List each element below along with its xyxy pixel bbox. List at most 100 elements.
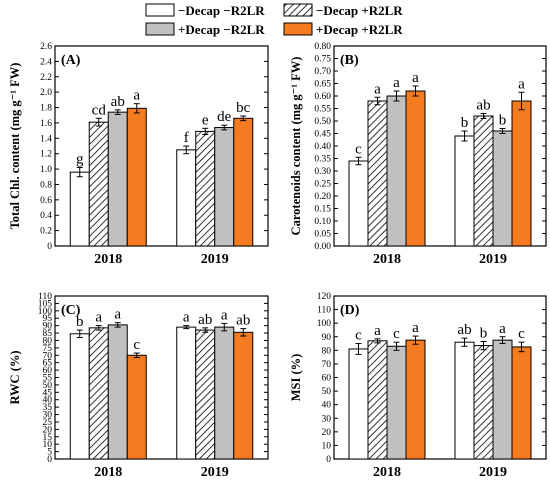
y-tick-label: 45	[43, 388, 53, 398]
legend-swatch-control	[145, 3, 175, 17]
y-tick-label: 110	[317, 306, 331, 316]
y-tick-label: 0.25	[314, 180, 331, 190]
bar-decap-r2lr-2019	[233, 331, 254, 460]
bar-decap-r2lr-2018	[126, 354, 147, 460]
x-tick-label: 2019	[201, 465, 229, 480]
bar-decap-2019	[214, 326, 235, 460]
bar-decap-r2lr-2019	[511, 346, 532, 460]
legend-swatch-r2lr	[283, 3, 313, 17]
y-tick-label: 0.15	[314, 205, 331, 215]
x-tick-label: 2018	[373, 252, 401, 267]
bar-control-2019	[454, 341, 475, 460]
significance-letter: a	[412, 320, 419, 336]
y-tick-label: 2.6	[40, 42, 52, 52]
y-tick-label: 85	[43, 329, 53, 339]
bar-decap-r2lr-2019	[511, 100, 532, 247]
bar-control-2018	[348, 348, 369, 460]
panel-b: 0.00 0.05 0.10 0.15 0.20 0.25 0.30 0.35 0.40 0.45…	[289, 42, 547, 267]
bar-decap-2018	[107, 324, 128, 460]
y-tick-label: 60	[322, 374, 332, 384]
significance-letter: ab	[476, 98, 490, 114]
legend-item-control: −Decap −R2LR	[145, 3, 265, 18]
y-tick-label: 0.75	[314, 55, 331, 65]
bar-control-2018	[348, 160, 369, 247]
bar-decap-2019	[214, 127, 235, 247]
x-tick-label: 2018	[94, 252, 122, 267]
significance-letter: g	[76, 152, 84, 168]
bar-r2lr-2019	[473, 345, 494, 460]
significance-letter: c	[393, 326, 400, 342]
significance-letter: a	[221, 307, 228, 323]
y-tick-label: 80	[322, 346, 332, 356]
bar-control-2019	[176, 326, 197, 460]
significance-letter: a	[393, 75, 400, 91]
significance-letter: a	[518, 76, 525, 92]
y-axis-title: Total Chl. content (mg g⁻¹ FW)	[8, 63, 22, 230]
significance-letter: c	[355, 328, 362, 344]
y-tick-label: 0.30	[314, 167, 331, 177]
significance-letter: c	[133, 337, 140, 353]
y-tick-label: 0	[47, 455, 52, 465]
bar-r2lr-2018	[367, 340, 388, 460]
bar-r2lr-2019	[473, 115, 494, 247]
y-tick-label: 20	[43, 425, 53, 435]
panel-c: 0510152025303540455055606570758085909510…	[8, 292, 269, 480]
y-tick-label: 65	[43, 359, 53, 369]
y-tick-label: 2.4	[40, 57, 52, 67]
significance-letter: b	[76, 314, 84, 330]
significance-letter: de	[217, 109, 232, 125]
y-tick-label: 0.40	[314, 142, 331, 152]
y-tick-label: 120	[317, 292, 332, 302]
bar-decap-2019	[492, 130, 513, 247]
y-tick-label: 0.55	[314, 105, 331, 115]
y-tick-label: 50	[322, 387, 332, 397]
y-tick-label: 0.8	[40, 180, 52, 190]
significance-letter: a	[183, 310, 190, 326]
y-tick-label: 105	[38, 299, 53, 309]
y-tick-label: 0.60	[314, 92, 331, 102]
bar-control-2018	[69, 333, 90, 460]
panel-label: (B)	[340, 53, 359, 68]
bar-control-2019	[454, 135, 475, 247]
legend-item-r2lr: −Decap +R2LR	[283, 3, 403, 18]
y-tick-label: 95	[43, 314, 53, 324]
significance-letter: b	[499, 113, 507, 129]
y-tick-label: 0.10	[314, 217, 331, 227]
y-tick-label: 1.6	[40, 119, 52, 129]
y-tick-label: 35	[43, 403, 53, 413]
y-tick-label: 0.2	[40, 227, 52, 237]
y-tick-label: 75	[43, 344, 53, 354]
y-axis-title: RWC (%)	[8, 350, 22, 404]
y-tick-label: 0	[326, 455, 331, 465]
y-tick-label: 1.8	[40, 104, 52, 114]
x-tick-label: 2019	[479, 252, 507, 267]
panel-label: (C)	[61, 303, 81, 318]
y-tick-label: 0.80	[314, 42, 331, 52]
panel-label: (D)	[340, 303, 360, 318]
y-tick-label: 40	[322, 401, 332, 411]
significance-letter: a	[95, 310, 102, 326]
significance-letter: a	[499, 321, 506, 337]
significance-letter: a	[374, 81, 381, 97]
y-tick-label: 70	[43, 351, 53, 361]
x-tick-label: 2018	[373, 465, 401, 480]
y-tick-label: 30	[43, 411, 53, 421]
bar-decap-2018	[107, 111, 128, 247]
bar-control-2018	[69, 171, 90, 247]
x-tick-label: 2018	[94, 465, 122, 480]
significance-letter: e	[202, 112, 209, 128]
significance-letter: c	[355, 141, 362, 157]
y-tick-label: 5	[47, 448, 52, 458]
y-tick-label: 25	[43, 418, 53, 428]
legend-label-decap: +Decap −R2LR	[178, 22, 265, 37]
y-tick-label: 0.20	[314, 192, 331, 202]
y-tick-label: 1.4	[40, 134, 52, 144]
y-tick-label: 1.2	[40, 150, 52, 160]
bar-r2lr-2019	[195, 329, 216, 460]
significance-letter: ab	[111, 94, 125, 110]
y-tick-label: 50	[43, 381, 53, 391]
y-tick-label: 10	[43, 440, 53, 450]
significance-letter: f	[184, 130, 189, 146]
y-tick-label: 2.2	[40, 73, 52, 83]
